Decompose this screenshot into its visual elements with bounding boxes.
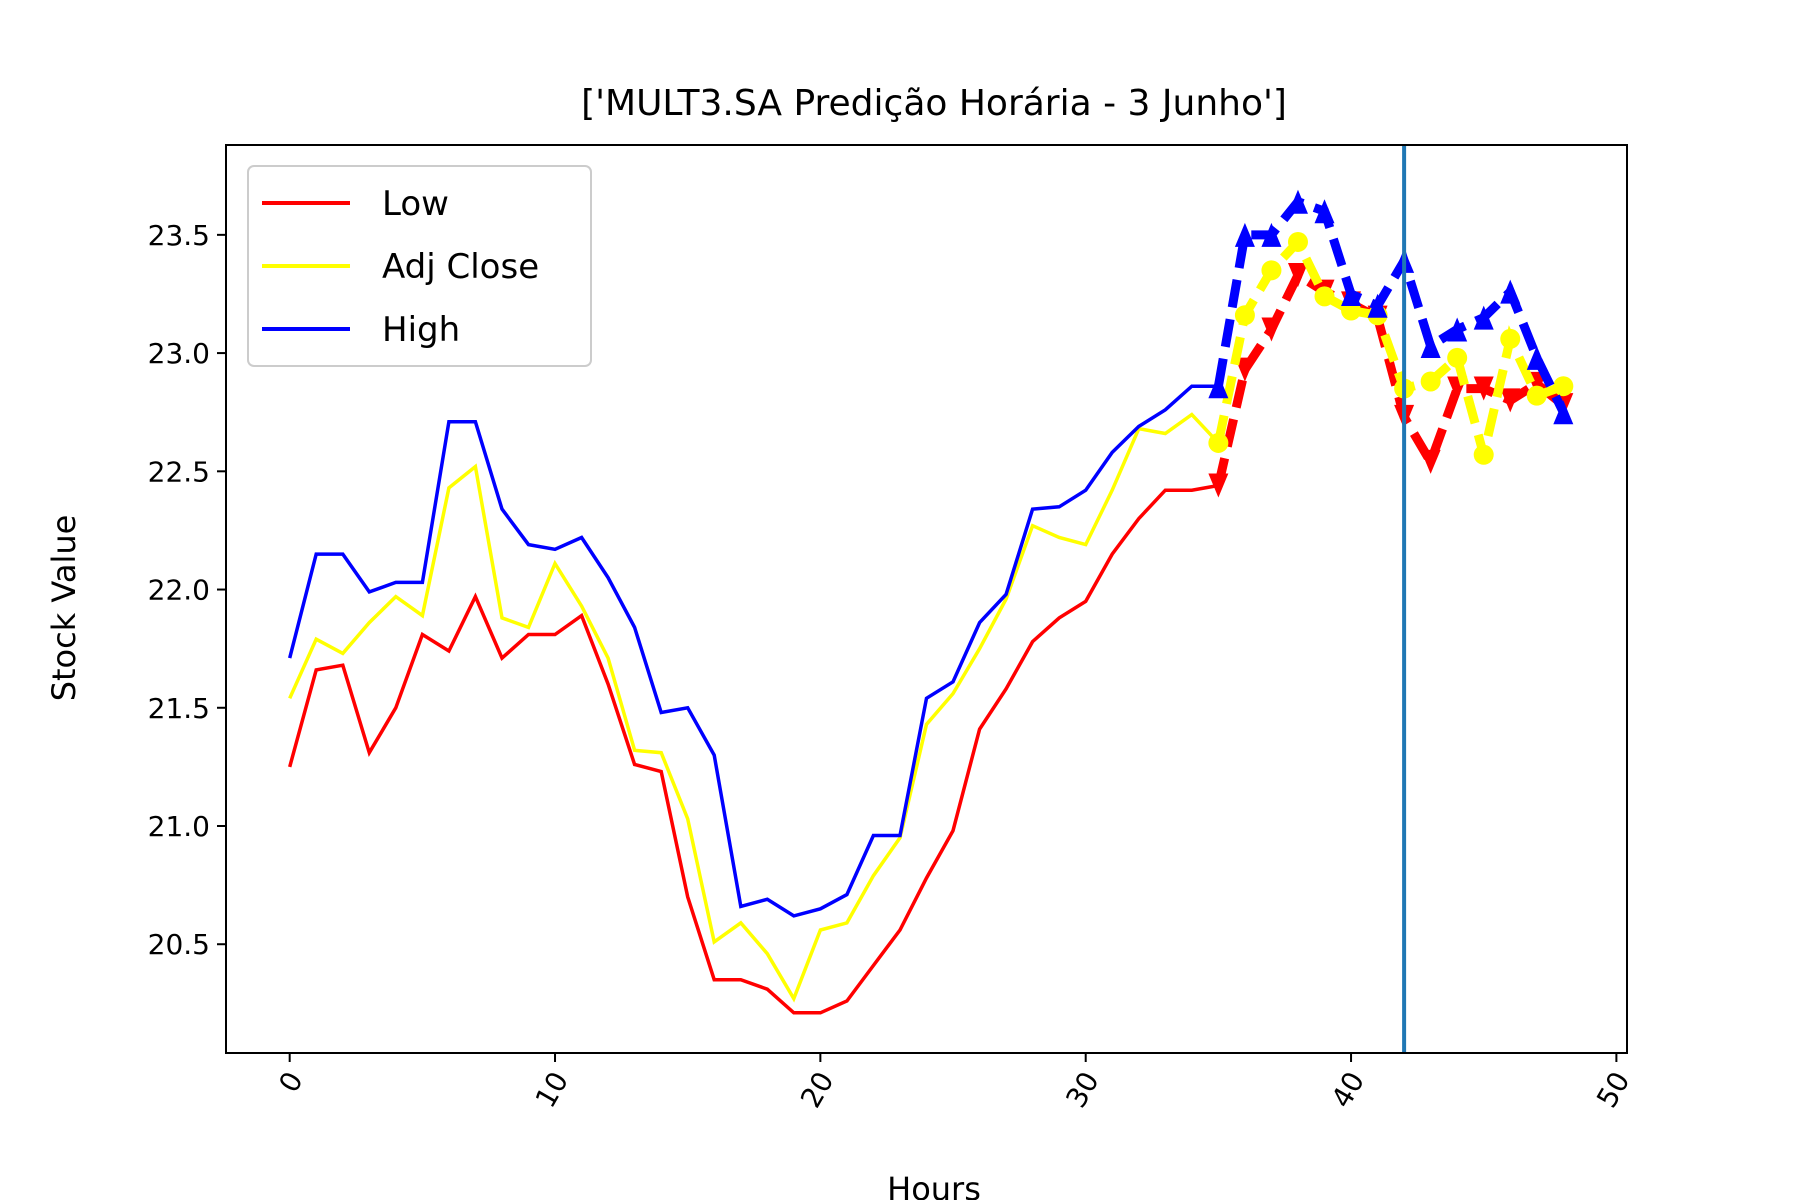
legend-label: High bbox=[382, 310, 460, 350]
legend-box bbox=[247, 165, 592, 367]
prediction-marker-adj-close bbox=[1447, 347, 1468, 368]
legend-item-adj-close: Adj Close bbox=[262, 247, 539, 287]
prediction-marker-high bbox=[1314, 199, 1335, 224]
y-tick-label: 21.0 bbox=[148, 810, 210, 843]
prediction-marker-high bbox=[1341, 281, 1362, 306]
prediction-marker-adj-close bbox=[1208, 432, 1229, 453]
y-axis-label: Stock Value bbox=[45, 515, 83, 702]
series-line-adj-close bbox=[288, 412, 1220, 1003]
plot-area bbox=[288, 145, 1574, 1053]
x-axis-label: Hours bbox=[887, 1170, 981, 1200]
y-tick-label: 23.0 bbox=[148, 337, 210, 370]
prediction-line-adj-close bbox=[1213, 234, 1565, 456]
prediction-marker-adj-close bbox=[1234, 305, 1255, 326]
prediction-marker-low bbox=[1420, 449, 1441, 474]
y-tick-label: 22.0 bbox=[148, 574, 210, 607]
prediction-marker-high bbox=[1367, 293, 1388, 318]
prediction-marker-low bbox=[1287, 263, 1308, 288]
prediction-marker-low bbox=[1473, 376, 1494, 401]
prediction-marker-high bbox=[1234, 222, 1255, 247]
prediction-marker-adj-close bbox=[1500, 328, 1521, 349]
prediction-marker-adj-close bbox=[1473, 444, 1494, 465]
y-tick-label: 23.5 bbox=[148, 219, 210, 252]
prediction-marker-high bbox=[1420, 333, 1441, 358]
prediction-marker-high bbox=[1287, 189, 1308, 214]
prediction-marker-low bbox=[1500, 388, 1521, 413]
y-tick-label: 21.5 bbox=[148, 692, 210, 725]
series-line-high bbox=[288, 384, 1219, 918]
prediction-marker-high bbox=[1526, 345, 1547, 370]
prediction-marker-adj-close bbox=[1287, 231, 1308, 252]
y-tick-label: 20.5 bbox=[148, 928, 210, 961]
prediction-marker-adj-close bbox=[1314, 286, 1335, 307]
legend: Low Adj Close High bbox=[247, 165, 592, 367]
prediction-marker-high bbox=[1261, 222, 1282, 247]
prediction-marker-adj-close bbox=[1420, 371, 1441, 392]
legend-item-low: Low bbox=[262, 184, 449, 224]
prediction-marker-high bbox=[1553, 400, 1574, 425]
legend-label: Low bbox=[382, 184, 449, 224]
prediction-marker-adj-close bbox=[1261, 260, 1282, 281]
prediction-marker-high bbox=[1208, 374, 1229, 399]
y-axis: 20.5 21.0 21.5 22.0 22.5 23.0 23.5 bbox=[148, 219, 226, 961]
series-line-low bbox=[288, 483, 1219, 1015]
chart-title: ['MULT3.SA Predição Horária - 3 Junho'] bbox=[581, 83, 1287, 124]
legend-item-high: High bbox=[262, 310, 460, 350]
y-tick-label: 22.5 bbox=[148, 455, 210, 488]
prediction-marker-low bbox=[1234, 357, 1255, 382]
prediction-marker-high bbox=[1500, 279, 1521, 304]
prediction-marker-adj-close bbox=[1553, 376, 1574, 397]
prediction-marker-low bbox=[1208, 473, 1229, 498]
legend-label: Adj Close bbox=[382, 247, 539, 287]
prediction-marker-adj-close bbox=[1526, 385, 1547, 406]
plot-frame bbox=[225, 144, 1628, 1054]
prediction-marker-high bbox=[1447, 317, 1468, 342]
prediction-marker-high bbox=[1473, 305, 1494, 330]
prediction-line-high bbox=[1213, 196, 1568, 415]
prediction-marker-low bbox=[1261, 317, 1282, 342]
